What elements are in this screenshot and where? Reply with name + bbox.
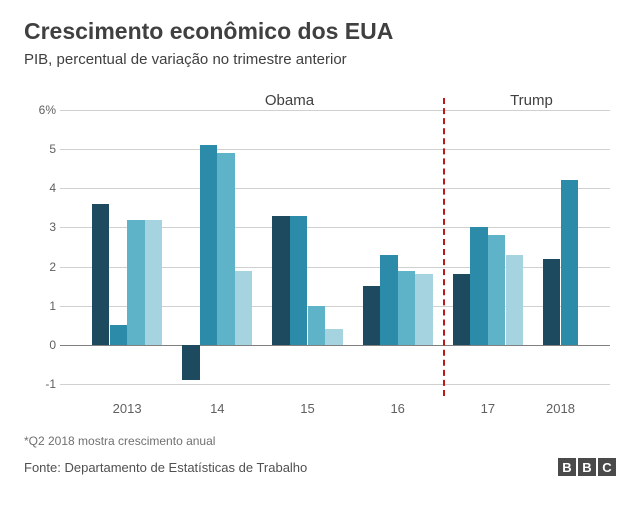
zero-line	[60, 345, 610, 346]
bar	[200, 145, 218, 345]
grid-line	[60, 110, 610, 111]
bar	[235, 271, 253, 346]
chart-area: -1 0 1 2 3 4 5 6% 2013 14 15 16 17 2018 Obama Trump	[24, 90, 616, 430]
era-divider	[443, 98, 445, 396]
bbc-logo-b1: B	[558, 458, 576, 476]
bar	[488, 235, 506, 345]
y-axis-label: 5	[26, 142, 56, 156]
bar	[470, 227, 488, 345]
y-axis-label: 6%	[26, 103, 56, 117]
x-axis-label: 16	[390, 401, 404, 416]
bar	[217, 153, 235, 345]
y-axis-label: 4	[26, 181, 56, 195]
y-axis-label: 0	[26, 338, 56, 352]
bar	[506, 255, 524, 345]
plot-area: -10123456%2013141516172018ObamaTrump	[60, 98, 610, 396]
chart-source: Fonte: Departamento de Estatísticas de T…	[24, 460, 307, 475]
x-axis-label: 2018	[546, 401, 575, 416]
y-axis-label: 3	[26, 220, 56, 234]
y-axis-label: 1	[26, 299, 56, 313]
chart-footnote: *Q2 2018 mostra crescimento anual	[24, 434, 616, 448]
bar	[127, 220, 145, 345]
bar	[363, 286, 381, 345]
bar	[308, 306, 326, 345]
bar	[398, 271, 416, 346]
bar	[272, 216, 290, 345]
x-axis-label: 14	[210, 401, 224, 416]
y-axis-label: 2	[26, 260, 56, 274]
y-axis-label: -1	[26, 377, 56, 391]
bbc-logo-c: C	[598, 458, 616, 476]
bbc-logo: B B C	[558, 458, 616, 476]
bar	[415, 274, 433, 345]
bar	[453, 274, 471, 345]
grid-line	[60, 188, 610, 189]
grid-line	[60, 384, 610, 385]
bar	[145, 220, 163, 345]
x-axis-label: 17	[481, 401, 495, 416]
x-axis-label: 2013	[113, 401, 142, 416]
chart-title: Crescimento econômico dos EUA	[24, 18, 616, 45]
bar	[543, 259, 561, 345]
bar	[290, 216, 308, 345]
bbc-logo-b2: B	[578, 458, 596, 476]
group-label: Obama	[265, 92, 314, 109]
x-axis-label: 15	[300, 401, 314, 416]
group-label: Trump	[510, 92, 553, 109]
bar	[92, 204, 110, 345]
bar	[561, 180, 579, 345]
bar	[325, 329, 343, 345]
bar	[380, 255, 398, 345]
grid-line	[60, 149, 610, 150]
bar	[110, 325, 128, 345]
chart-subtitle: PIB, percentual de variação no trimestre…	[24, 51, 616, 68]
bar	[182, 345, 200, 380]
